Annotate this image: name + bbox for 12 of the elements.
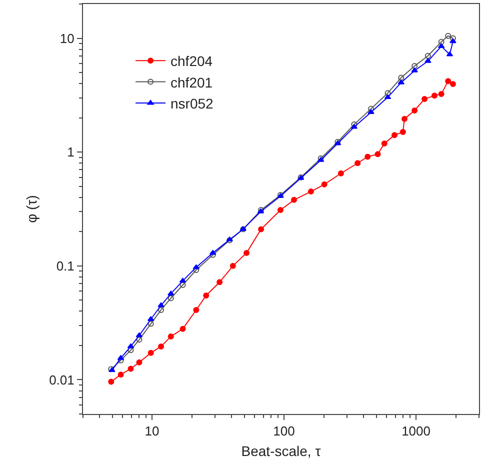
legend-label: chf204	[170, 53, 213, 70]
x-tick-label: 100	[273, 424, 295, 439]
y-axis-title: φ (τ)	[24, 195, 40, 223]
y-tick-label: 0.01	[49, 372, 74, 388]
x-axis-title: Beat-scale, τ	[241, 442, 322, 459]
x-tick-label: 10	[144, 424, 160, 439]
y-tick-label: 1	[67, 144, 74, 160]
legend-label: chf201	[170, 74, 213, 90]
x-tick-label: 1000	[402, 424, 430, 439]
y-tick-label: 0.1	[56, 258, 74, 274]
legend-label: nsr052	[170, 95, 214, 112]
y-tick-label: 10	[60, 30, 74, 46]
